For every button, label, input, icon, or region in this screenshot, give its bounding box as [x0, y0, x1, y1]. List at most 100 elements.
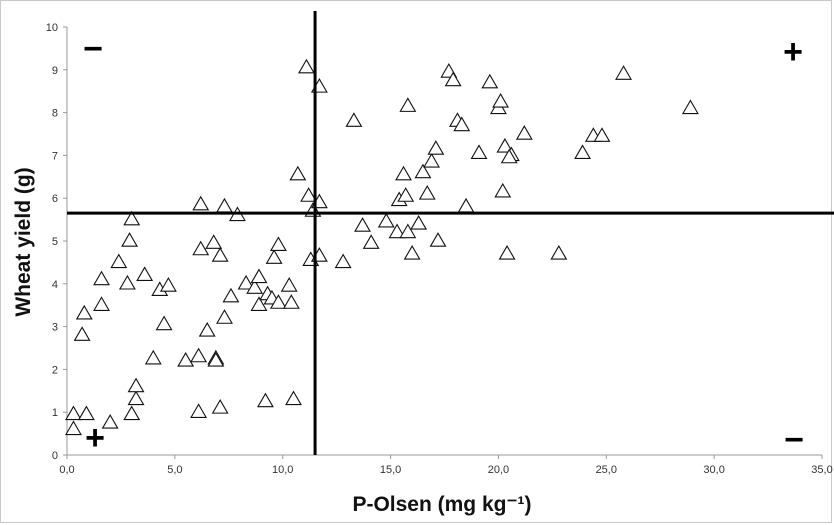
- data-point: [300, 187, 318, 202]
- data-point: [77, 405, 95, 421]
- x-tick-label: 25,0: [596, 464, 617, 476]
- quadrant-signs: − + + −: [83, 30, 804, 459]
- data-point: [377, 212, 395, 228]
- data-point: [515, 125, 533, 140]
- data-point: [496, 137, 514, 153]
- data-point: [498, 244, 516, 260]
- data-point: [211, 247, 229, 262]
- x-axis-title: P-Olsen (mg kg⁻¹): [352, 493, 531, 516]
- quadrant-sign-top-right: +: [783, 33, 803, 71]
- data-point: [280, 277, 298, 292]
- data-point: [681, 99, 699, 115]
- data-point: [418, 185, 436, 200]
- y-tick-label: 7: [52, 150, 58, 162]
- data-point: [457, 197, 475, 213]
- data-point: [155, 315, 173, 331]
- data-point: [397, 187, 415, 202]
- data-point: [101, 413, 119, 429]
- data-point: [222, 287, 240, 303]
- data-point: [93, 270, 110, 286]
- y-tick-label: 0: [52, 450, 58, 462]
- data-point: [250, 296, 268, 311]
- x-tick-label: 10,0: [272, 464, 293, 476]
- data-point: [470, 144, 488, 160]
- x-tick-label: 20,0: [488, 464, 509, 476]
- data-point: [110, 253, 128, 269]
- data-point: [345, 112, 363, 127]
- x-tick-labels: 0,0 5,0 10,0 15,0 20,0 25,0 30,0 35,0: [59, 455, 833, 476]
- data-point: [144, 349, 162, 365]
- data-point: [399, 223, 417, 239]
- data-point: [159, 277, 177, 292]
- data-point: [118, 274, 136, 290]
- y-tick-label: 1: [52, 407, 58, 419]
- data-point: [265, 249, 283, 264]
- y-tick-label: 6: [52, 193, 58, 205]
- data-point: [192, 240, 210, 256]
- data-point: [494, 182, 512, 198]
- data-point: [190, 403, 208, 418]
- y-tick-labels: 0 1 2 3 4 5 6 7 8 9 10: [46, 22, 67, 462]
- y-tick-label: 3: [52, 322, 58, 334]
- data-point: [211, 399, 229, 414]
- data-point: [399, 97, 417, 112]
- data-point: [334, 253, 352, 269]
- data-point: [429, 232, 447, 247]
- quadrant-sign-bottom-right: −: [784, 421, 804, 459]
- data-point: [190, 347, 208, 363]
- data-point: [354, 217, 371, 232]
- data-point: [192, 195, 210, 211]
- data-point: [444, 71, 462, 87]
- data-point: [362, 234, 380, 249]
- data-point: [123, 210, 141, 226]
- data-point: [388, 223, 406, 239]
- quadrant-sign-bottom-left: +: [85, 419, 105, 457]
- x-tick-label: 35,0: [811, 464, 832, 476]
- y-tick-label: 9: [52, 65, 58, 77]
- data-point: [410, 214, 428, 230]
- quadrant-sign-top-left: −: [83, 30, 103, 68]
- data-point: [285, 390, 302, 406]
- y-tick-label: 2: [52, 364, 58, 376]
- x-tick-label: 0,0: [59, 464, 74, 476]
- data-point: [615, 65, 632, 80]
- data-point: [216, 197, 233, 213]
- data-point: [395, 165, 412, 181]
- data-point: [136, 266, 154, 281]
- data-point: [121, 232, 139, 247]
- data-point: [500, 148, 518, 164]
- data-point: [269, 236, 287, 252]
- data-point: [127, 390, 145, 406]
- data-point: [198, 321, 216, 337]
- data-point: [427, 140, 445, 155]
- data-point: [289, 165, 307, 181]
- data-point: [423, 152, 441, 168]
- data-point: [216, 309, 233, 324]
- data-point: [453, 116, 471, 132]
- y-tick-label: 4: [52, 279, 58, 291]
- x-tick-label: 15,0: [380, 464, 401, 476]
- data-point: [127, 377, 145, 393]
- data-point: [550, 244, 568, 260]
- data-point: [205, 234, 223, 249]
- data-point: [246, 279, 264, 294]
- data-point: [237, 274, 255, 290]
- data-point: [297, 58, 315, 74]
- data-point: [177, 351, 195, 367]
- y-axis-title: Wheat yield (g): [12, 167, 35, 316]
- data-point: [282, 294, 300, 309]
- x-tick-label: 5,0: [167, 464, 182, 476]
- x-tick-label: 30,0: [703, 464, 724, 476]
- data-point: [574, 144, 592, 160]
- data-point: [73, 326, 91, 341]
- data-point: [492, 92, 510, 108]
- y-tick-label: 5: [52, 236, 58, 248]
- data-point: [257, 392, 274, 408]
- y-tick-label: 8: [52, 108, 58, 120]
- data-point: [123, 405, 141, 421]
- data-point: [269, 294, 287, 309]
- data-point: [93, 296, 110, 311]
- data-point: [207, 351, 225, 367]
